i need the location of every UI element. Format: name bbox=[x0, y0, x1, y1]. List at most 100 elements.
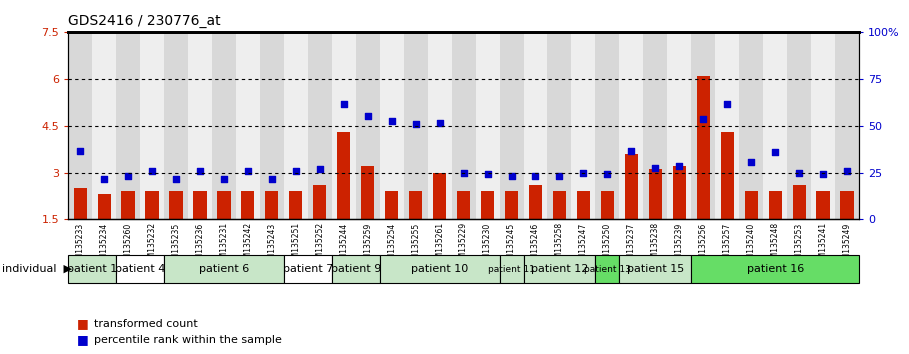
Bar bbox=[116, 32, 140, 219]
Text: patient 15: patient 15 bbox=[626, 264, 684, 274]
Bar bbox=[715, 32, 739, 219]
Point bbox=[456, 170, 471, 175]
Bar bbox=[841, 191, 854, 219]
Text: patient 1: patient 1 bbox=[67, 264, 117, 274]
Point bbox=[744, 159, 758, 165]
Bar bbox=[595, 255, 619, 283]
Bar bbox=[691, 32, 715, 219]
Point bbox=[288, 168, 303, 174]
Text: patient 13: patient 13 bbox=[584, 264, 631, 274]
Bar bbox=[739, 32, 764, 219]
Bar bbox=[116, 255, 164, 283]
Bar bbox=[619, 32, 644, 219]
Bar bbox=[308, 32, 332, 219]
Text: patient 7: patient 7 bbox=[283, 264, 333, 274]
Text: individual  ▶: individual ▶ bbox=[2, 264, 72, 274]
Bar bbox=[691, 255, 859, 283]
Point bbox=[169, 176, 184, 182]
Bar bbox=[547, 32, 572, 219]
Bar bbox=[332, 32, 355, 219]
Bar bbox=[764, 32, 787, 219]
Bar bbox=[452, 32, 475, 219]
Bar bbox=[355, 32, 380, 219]
Bar bbox=[122, 191, 135, 219]
Point bbox=[145, 168, 159, 174]
Point bbox=[408, 121, 423, 127]
Bar bbox=[595, 32, 619, 219]
Text: ■: ■ bbox=[77, 333, 89, 346]
Bar bbox=[619, 255, 691, 283]
Point bbox=[385, 118, 399, 124]
Bar bbox=[721, 132, 734, 219]
Point bbox=[552, 173, 566, 178]
Bar bbox=[667, 32, 691, 219]
Point bbox=[241, 168, 255, 174]
Bar bbox=[816, 191, 830, 219]
Text: transformed count: transformed count bbox=[94, 319, 197, 329]
Bar bbox=[284, 255, 332, 283]
Point bbox=[97, 176, 112, 182]
Bar bbox=[404, 32, 427, 219]
Point bbox=[480, 171, 494, 177]
Text: percentile rank within the sample: percentile rank within the sample bbox=[94, 335, 282, 345]
Bar bbox=[169, 191, 183, 219]
Point bbox=[672, 164, 686, 169]
Bar bbox=[145, 191, 159, 219]
Point bbox=[265, 176, 279, 182]
Point bbox=[73, 148, 87, 154]
Bar bbox=[97, 194, 111, 219]
Bar bbox=[572, 32, 595, 219]
Bar bbox=[529, 185, 542, 219]
Bar bbox=[744, 191, 758, 219]
Bar bbox=[194, 191, 206, 219]
Point bbox=[600, 171, 614, 177]
Text: ■: ■ bbox=[77, 318, 89, 330]
Point bbox=[792, 170, 806, 175]
Bar bbox=[265, 191, 278, 219]
Text: patient 10: patient 10 bbox=[411, 264, 468, 274]
Point bbox=[121, 173, 135, 178]
Bar bbox=[649, 170, 662, 219]
Point bbox=[504, 173, 519, 178]
Text: patient 9: patient 9 bbox=[331, 264, 381, 274]
Point bbox=[815, 171, 830, 177]
Bar bbox=[787, 32, 811, 219]
Bar bbox=[673, 166, 686, 219]
Bar bbox=[553, 191, 566, 219]
Bar bbox=[332, 255, 380, 283]
Bar bbox=[504, 191, 518, 219]
Point bbox=[648, 165, 663, 171]
Bar bbox=[74, 188, 86, 219]
Bar bbox=[475, 32, 500, 219]
Bar bbox=[768, 191, 782, 219]
Bar bbox=[68, 32, 92, 219]
Bar bbox=[624, 154, 638, 219]
Point bbox=[433, 120, 447, 125]
Bar bbox=[481, 191, 494, 219]
Bar bbox=[385, 191, 398, 219]
Point bbox=[336, 101, 351, 107]
Bar bbox=[289, 191, 303, 219]
Text: patient 16: patient 16 bbox=[746, 264, 804, 274]
Bar bbox=[601, 191, 614, 219]
Point bbox=[193, 168, 207, 174]
Point bbox=[720, 101, 734, 107]
Point bbox=[624, 148, 639, 154]
Bar bbox=[427, 32, 452, 219]
Text: GDS2416 / 230776_at: GDS2416 / 230776_at bbox=[68, 14, 221, 28]
Point bbox=[361, 113, 375, 119]
Bar bbox=[433, 172, 446, 219]
Bar bbox=[164, 32, 188, 219]
Bar bbox=[188, 32, 212, 219]
Bar bbox=[500, 255, 524, 283]
Bar bbox=[793, 185, 805, 219]
Bar bbox=[380, 255, 500, 283]
Bar bbox=[140, 32, 164, 219]
Bar bbox=[337, 132, 350, 219]
Bar bbox=[524, 32, 547, 219]
Bar bbox=[361, 166, 375, 219]
Bar bbox=[577, 191, 590, 219]
Bar bbox=[380, 32, 404, 219]
Bar bbox=[314, 185, 326, 219]
Bar bbox=[500, 32, 524, 219]
